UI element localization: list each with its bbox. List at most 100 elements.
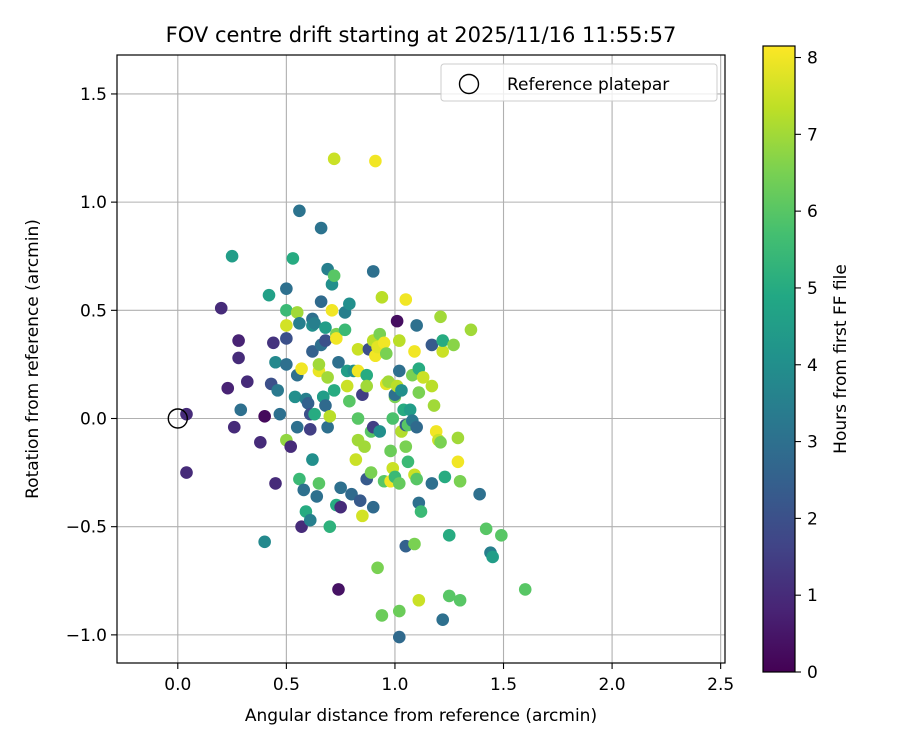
data-point [289,391,302,404]
data-point [393,477,406,490]
data-point [428,399,441,412]
data-point [287,252,300,265]
data-point [465,323,478,336]
chart: FOV centre drift starting at 2025/11/16 … [0,0,900,750]
data-point [400,440,413,453]
data-point [328,269,341,282]
data-point [334,501,347,514]
colorbar-tick-label: 8 [807,49,818,69]
data-point [369,155,382,168]
data-point [313,477,326,490]
data-point [410,319,423,332]
data-point [393,605,406,618]
data-point [319,321,332,334]
x-tick-label: 0.0 [164,675,191,695]
data-point [436,613,449,626]
data-point [341,380,354,393]
colorbar-tick-label: 4 [807,356,818,376]
data-point [263,289,276,302]
data-point [436,334,449,347]
x-tick-label: 2.0 [599,675,626,695]
data-point [391,315,404,328]
data-point [274,408,287,421]
data-point [443,590,456,603]
colorbar-tick-label: 1 [807,586,818,606]
data-point [378,336,391,349]
y-tick-label: −1.0 [66,626,107,646]
colorbar-tick-label: 5 [807,279,818,299]
data-point [328,384,341,397]
data-point [365,466,378,479]
data-point [343,298,356,311]
data-point [293,204,306,217]
data-point [408,345,421,358]
data-point [254,436,267,449]
x-tick-label: 1.5 [490,675,517,695]
data-point [393,365,406,378]
data-point [413,386,426,399]
data-point [395,384,408,397]
data-point [404,404,417,417]
data-point [343,395,356,408]
data-point [367,501,380,514]
data-point [339,323,352,336]
data-point [280,358,293,371]
data-point [326,304,339,317]
data-point [495,529,508,542]
data-point [376,609,389,622]
data-point [354,494,367,507]
data-point [291,306,304,319]
data-point [415,505,428,518]
data-point [308,317,321,330]
data-point [241,375,254,388]
data-point [297,484,310,497]
colorbar-ticks: 0 1 2 3 4 5 6 7 8 [795,49,818,683]
colorbar-tick-label: 3 [807,433,818,453]
data-point [384,445,397,458]
y-tick-label: 1.5 [80,85,107,105]
data-point [180,466,193,479]
data-point [328,153,341,166]
y-tick-label: −0.5 [66,518,107,538]
data-point [480,523,493,536]
grid [117,55,725,663]
y-axis-ticks: −1.0−0.50.00.51.01.5 [66,85,117,646]
colorbar-tick-label: 7 [807,125,818,145]
data-point [352,343,365,356]
chart-title: FOV centre drift starting at 2025/11/16 … [166,23,677,47]
data-point [393,334,406,347]
data-point [360,380,373,393]
data-point [215,302,228,315]
y-axis-label: Rotation from reference (arcmin) [23,219,43,499]
data-point [408,538,421,551]
colorbar-tick-label: 2 [807,509,818,529]
data-point [226,250,239,263]
data-point [486,551,499,564]
data-point [402,455,415,468]
legend-label: Reference platepar [507,75,669,95]
data-point [310,490,323,503]
data-point [332,583,345,596]
colorbar-tick-label: 6 [807,202,818,222]
x-tick-label: 0.5 [273,675,300,695]
data-point [454,594,467,607]
data-point [334,481,347,494]
data-point [280,332,293,345]
data-point [284,440,297,453]
data-point [452,455,465,468]
data-point [426,339,439,352]
colorbar-label: Hours from first FF file [831,264,851,454]
data-point [434,311,447,324]
data-point [367,265,380,278]
data-point [258,536,271,549]
data-point [293,317,306,330]
data-point [319,334,332,347]
data-point [356,510,369,523]
data-point [295,362,308,375]
data-point [519,583,532,596]
data-point [304,423,317,436]
data-point [302,397,315,410]
data-point [228,421,241,434]
plot-frame [117,55,725,663]
data-point [352,412,365,425]
